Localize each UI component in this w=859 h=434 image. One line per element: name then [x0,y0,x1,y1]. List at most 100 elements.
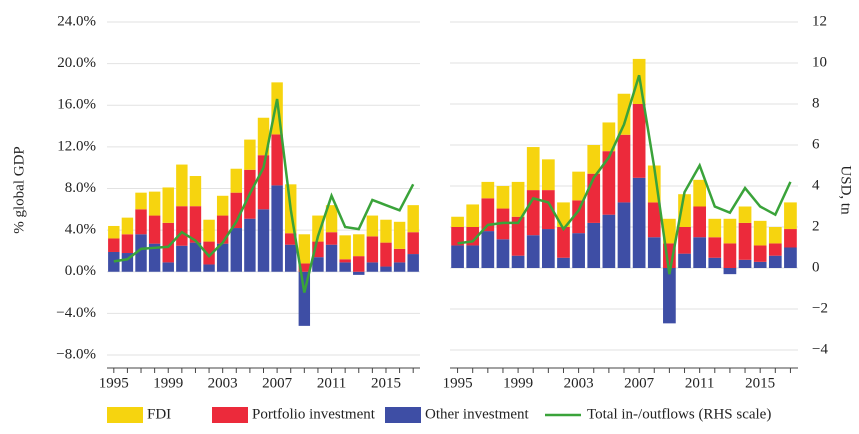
bar [451,216,464,227]
bar [723,268,737,275]
y-tick-label: 10 [812,54,827,70]
bar [230,168,242,193]
bar [541,229,555,268]
legend-label: Other investment [425,406,530,422]
bar [380,219,392,243]
legend-swatch [212,407,248,423]
bar [481,198,495,232]
bar [708,218,722,238]
bar [312,215,324,242]
bar [541,159,555,191]
bar [244,139,256,170]
bar [339,235,351,260]
bar [176,245,188,272]
bar [753,220,767,246]
bar [203,219,215,242]
bar [723,218,737,244]
y-tick-label: 24.0% [57,13,96,29]
bar [753,261,767,268]
bar [257,209,270,272]
bar [693,237,707,268]
bar [602,122,616,152]
bar [511,181,525,217]
bar [678,194,691,227]
bar [768,255,782,268]
bar [466,204,480,227]
bar [325,205,338,233]
bar [176,206,188,246]
bar [108,238,120,252]
bar [602,214,616,268]
legend-label: Portfolio investment [252,406,376,422]
bar [481,181,495,199]
bar [496,186,510,209]
bar [257,117,270,156]
bar [663,268,676,324]
bar [572,200,585,234]
y-tick-label: 16.0% [57,97,96,113]
x-tick-label: 1999 [503,375,533,391]
bar [557,202,570,227]
bar [380,266,392,272]
bar [617,93,631,135]
bar [784,202,797,230]
bar [768,243,782,256]
bar [353,256,365,272]
bar [632,104,646,178]
bar [339,262,351,272]
x-tick-label: 2007 [262,375,293,391]
bar [271,134,283,186]
bar [108,225,120,239]
bar [663,218,676,244]
y-tick-label: 20.0% [57,55,96,71]
bar [738,206,752,223]
y-tick-label: 6 [812,136,820,152]
bar [511,216,525,256]
y-tick-label: 12.0% [57,138,96,154]
bar [708,237,722,258]
y-tick-label: 8.0% [65,180,96,196]
x-tick-label: 2003 [208,375,238,391]
bar [366,262,379,272]
x-tick-label: 2003 [564,375,594,391]
bar [407,232,419,255]
bar [587,145,601,174]
bar [203,241,215,265]
y-tick-label: 8 [812,95,820,111]
bar [162,187,174,223]
y-tick-label: 12 [812,13,827,29]
bar [189,242,202,272]
bar [526,235,540,268]
bar [511,255,525,268]
bar [617,202,631,268]
y-tick-label: 0.0% [65,263,96,279]
bar [647,202,661,238]
x-tick-label: 2011 [317,375,346,391]
bar [230,192,242,229]
bar [148,215,161,244]
bar [216,243,229,272]
legend-label: Total in-/outflows (RHS scale) [587,406,771,422]
bar [587,222,601,268]
bar [216,195,229,216]
bar [407,254,419,272]
bar [393,221,406,249]
bar [189,206,202,243]
bar [148,191,161,216]
bar [257,155,270,210]
legend-label: FDI [147,406,171,422]
bar [723,243,737,268]
bar [271,185,283,272]
bar [738,259,752,268]
bar [526,190,540,236]
y-axis-title: % global GDP [11,146,27,234]
bar [784,247,797,268]
bar [366,236,379,263]
bar [784,229,797,248]
x-tick-label: 2007 [624,375,655,391]
total-line [457,74,792,275]
bar [312,241,324,258]
bar [693,179,707,207]
y-tick-label: 4 [812,177,820,193]
